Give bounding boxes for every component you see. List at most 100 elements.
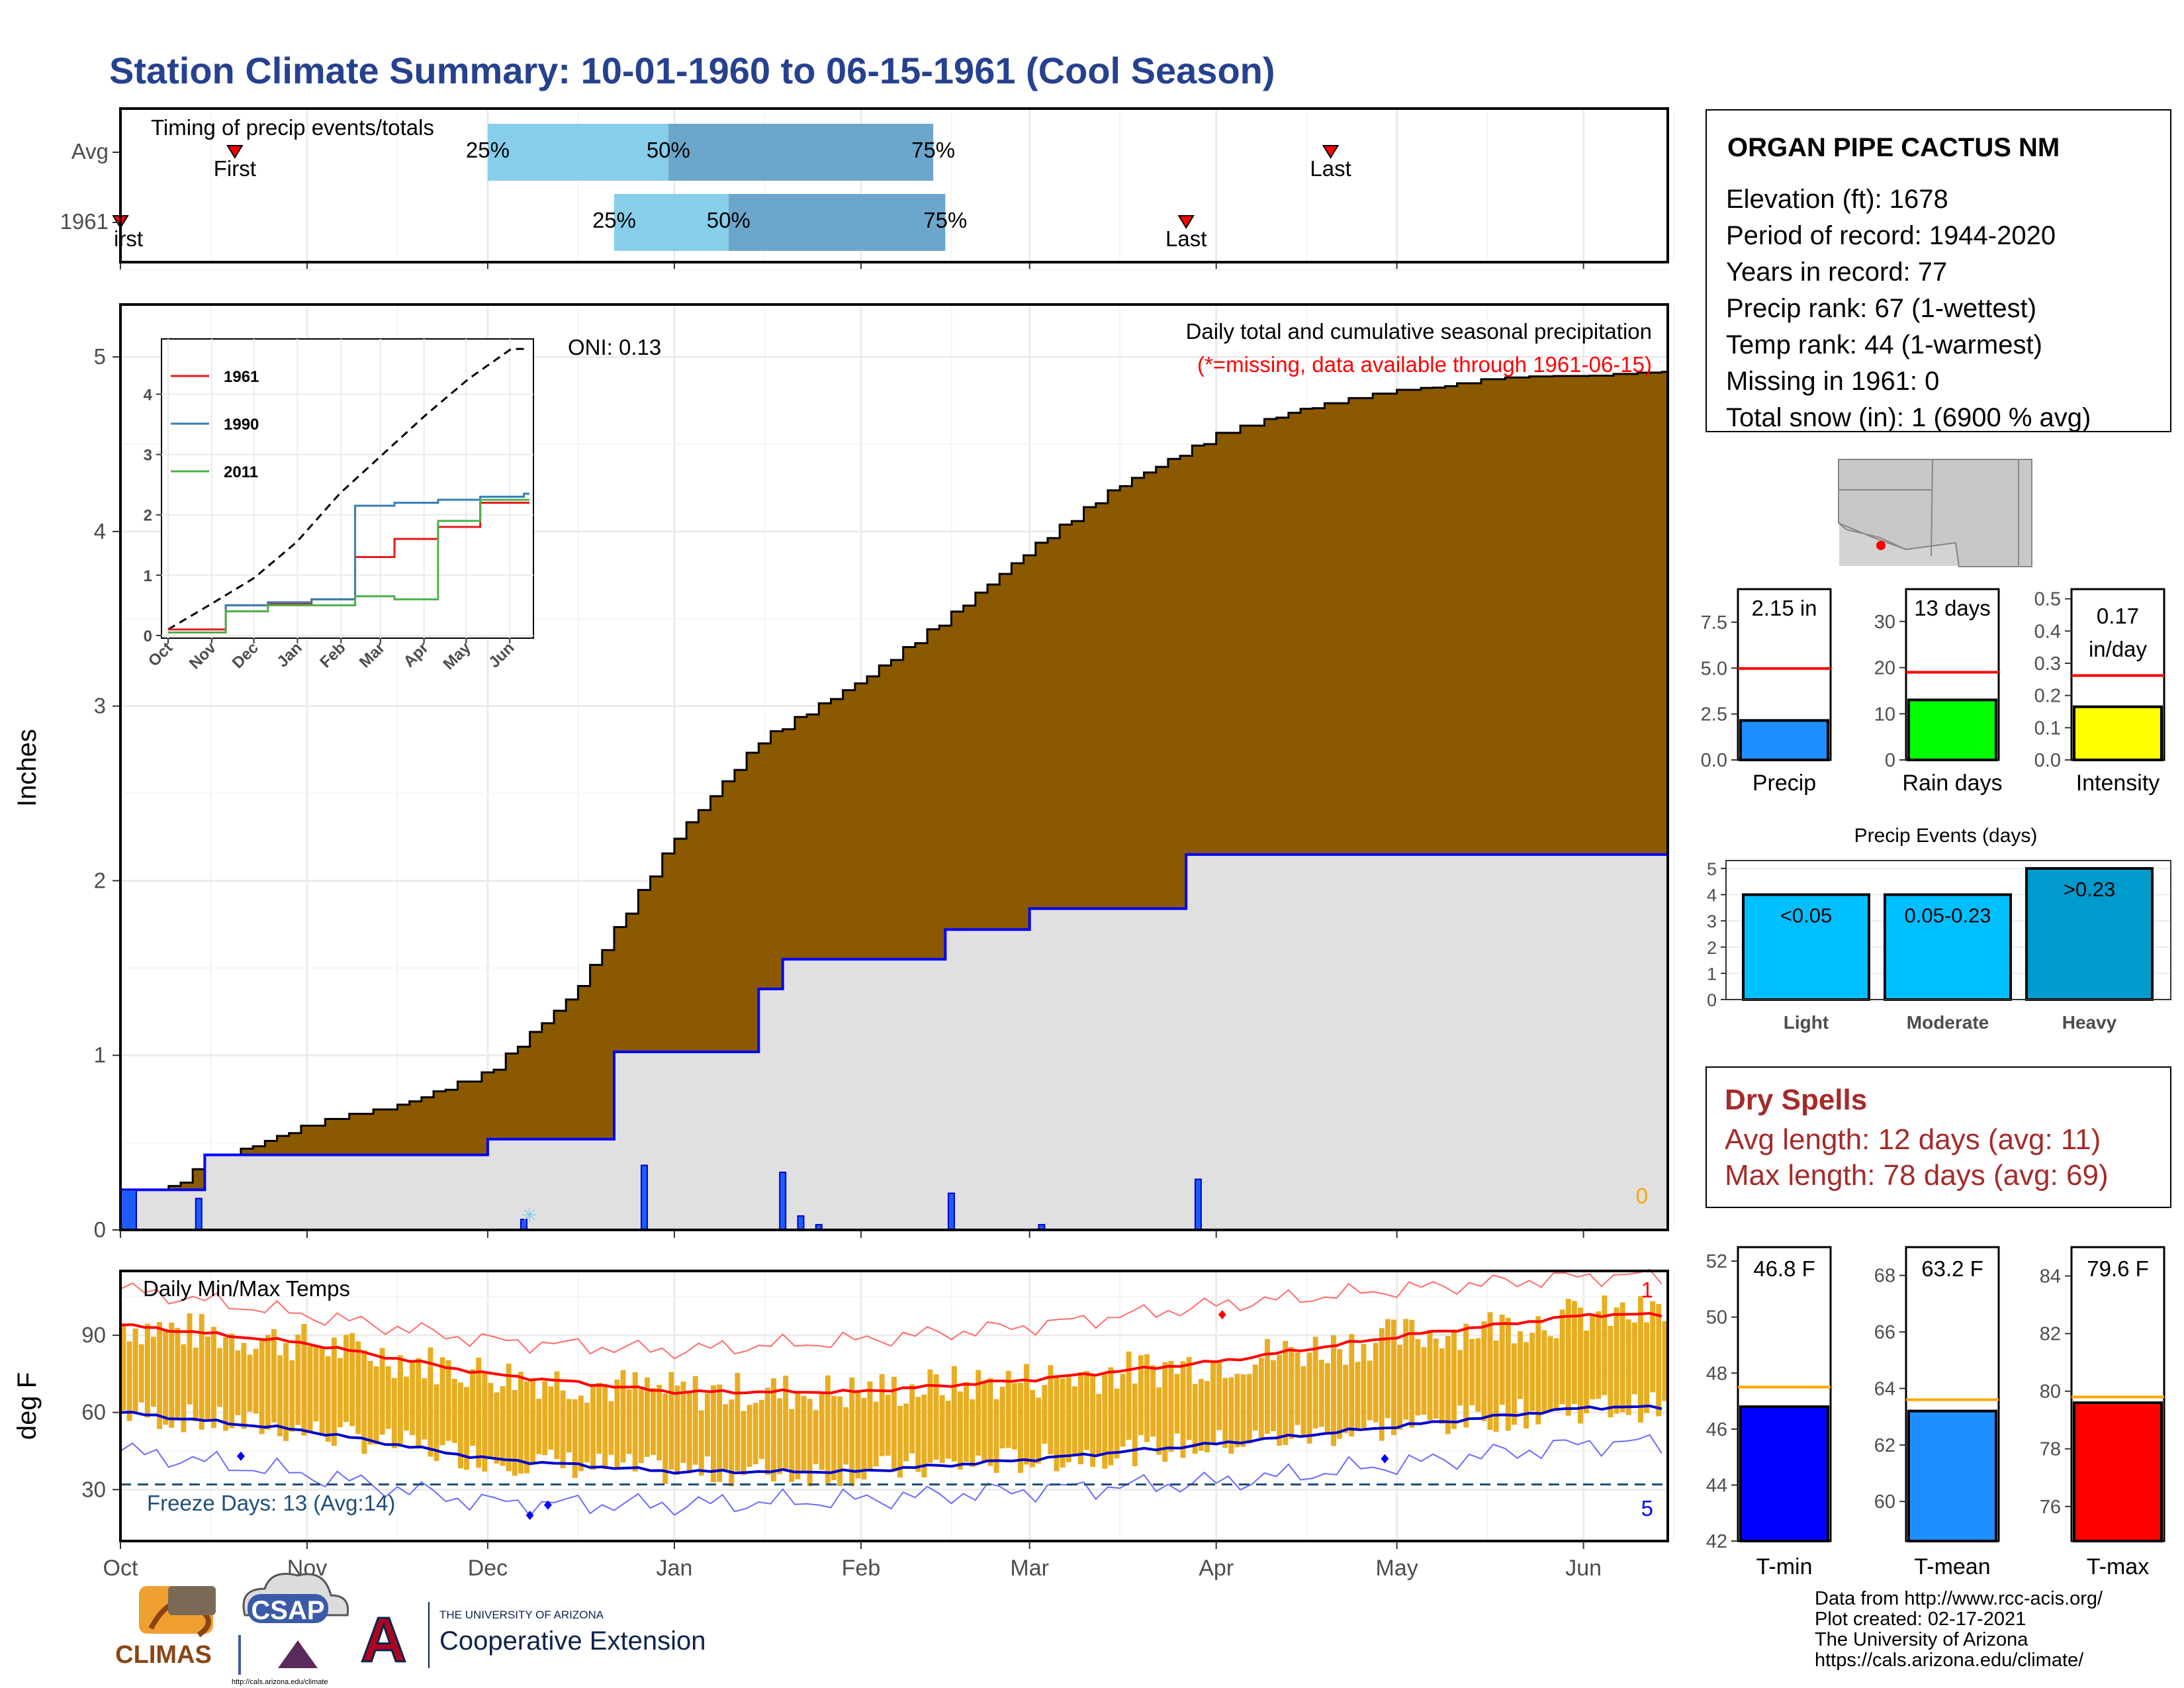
month-xtick-label: Apr bbox=[1199, 1556, 1234, 1581]
temp-bar bbox=[1036, 1397, 1042, 1464]
temp-bar bbox=[518, 1372, 523, 1474]
month-xtick-label: Jan bbox=[657, 1556, 693, 1581]
temp-bar bbox=[1487, 1312, 1493, 1430]
inset-series-line bbox=[168, 498, 529, 633]
first-label: First bbox=[214, 156, 256, 181]
temp-bar bbox=[747, 1405, 752, 1467]
temp-bar bbox=[590, 1386, 596, 1470]
month-xtick-label: Oct bbox=[103, 1556, 138, 1581]
mini-bar-tick-label: 0.5 bbox=[2034, 589, 2061, 610]
events-category-label: Heavy bbox=[2062, 1012, 2117, 1033]
temp-bar bbox=[210, 1327, 216, 1429]
temp-bar bbox=[1343, 1364, 1349, 1433]
q75-label: 75% bbox=[923, 208, 967, 232]
temp-bar bbox=[199, 1313, 205, 1430]
temp-bar bbox=[837, 1396, 842, 1486]
temp-bar bbox=[711, 1385, 716, 1483]
temp-bar bbox=[873, 1401, 879, 1467]
mini-bar-tick-label: 2.5 bbox=[1701, 704, 1727, 726]
footer-line: The University of Arizona bbox=[1815, 1629, 2028, 1650]
temp-bar bbox=[283, 1342, 289, 1441]
quartile-bar-lower bbox=[614, 194, 729, 251]
temp-summary-tick-label: 48 bbox=[1706, 1363, 1727, 1384]
temp-bar bbox=[259, 1339, 265, 1434]
temp-bar bbox=[1331, 1335, 1336, 1446]
temp-bar bbox=[241, 1342, 247, 1429]
temp-bar bbox=[885, 1394, 891, 1456]
precip-subtitle: Daily total and cumulative seasonal prec… bbox=[1186, 319, 1652, 344]
temp-bar bbox=[692, 1376, 698, 1465]
temp-bar bbox=[651, 1387, 656, 1456]
temp-bar bbox=[1114, 1388, 1120, 1459]
temp-bar bbox=[1240, 1374, 1246, 1447]
temp-bar bbox=[524, 1381, 529, 1474]
station-info-box: ORGAN PIPE CACTUS NM Elevation (ft): 167… bbox=[1706, 109, 2171, 432]
temp-title: Daily Min/Max Temps bbox=[143, 1276, 350, 1301]
temp-bar bbox=[1005, 1370, 1011, 1448]
snow-marker: ✳ bbox=[521, 1205, 537, 1227]
temp-bar bbox=[126, 1341, 132, 1421]
temp-bar bbox=[662, 1393, 668, 1484]
temp-bar bbox=[319, 1347, 325, 1435]
temp-bar bbox=[1625, 1319, 1631, 1415]
temp-bar bbox=[229, 1333, 235, 1429]
oni-label: ONI: 0.13 bbox=[568, 335, 661, 359]
mini-bar-xlabel: Precip bbox=[1752, 771, 1816, 796]
temp-summary-xlabel: T-max bbox=[2087, 1554, 2149, 1579]
temp-bar bbox=[1608, 1325, 1614, 1418]
temp-bar bbox=[512, 1389, 518, 1476]
temp-bar bbox=[150, 1336, 156, 1407]
temp-bar bbox=[235, 1350, 241, 1415]
temp-bar bbox=[1650, 1301, 1656, 1393]
temp-bar bbox=[704, 1393, 710, 1457]
temp-bar bbox=[247, 1354, 253, 1412]
precip-ytick-label: 4 bbox=[94, 519, 106, 543]
temp-bar bbox=[391, 1378, 397, 1448]
temp-bar bbox=[867, 1381, 873, 1472]
station-info-line: Elevation (ft): 1678 bbox=[1726, 185, 1948, 214]
temp-bar bbox=[1060, 1378, 1066, 1468]
temp-bar bbox=[981, 1382, 987, 1462]
temp-bar bbox=[355, 1341, 361, 1434]
temp-bar bbox=[1481, 1321, 1487, 1421]
precip-ytick-label: 5 bbox=[94, 344, 106, 369]
month-xtick-label: Jun bbox=[1565, 1556, 1602, 1581]
mini-bar-tick-label: 20 bbox=[1874, 658, 1895, 679]
temp-bar bbox=[1409, 1319, 1415, 1428]
temp-bar bbox=[1361, 1344, 1367, 1429]
temp-bar bbox=[1162, 1362, 1168, 1462]
temp-bar bbox=[379, 1348, 385, 1435]
temp-summary-tick-label: 80 bbox=[2040, 1382, 2061, 1403]
temp-summary-tick-label: 82 bbox=[2040, 1324, 2061, 1345]
last-label: Last bbox=[1310, 156, 1351, 181]
temp-bar bbox=[397, 1355, 403, 1447]
temp-bar bbox=[1017, 1383, 1023, 1474]
temp-bar bbox=[1596, 1311, 1602, 1399]
temp-bar bbox=[891, 1376, 897, 1472]
temp-bar bbox=[1090, 1374, 1096, 1468]
inset-ytick-label: 3 bbox=[144, 447, 152, 465]
temp-bar bbox=[1312, 1336, 1318, 1429]
temp-bar bbox=[175, 1327, 181, 1419]
temp-summary-tick-label: 76 bbox=[2040, 1497, 2061, 1518]
events-category-label: Moderate bbox=[1907, 1012, 1989, 1033]
temp-ytick-label: 30 bbox=[81, 1477, 106, 1501]
temp-bar bbox=[1318, 1360, 1324, 1427]
precip-ytick-label: 2 bbox=[94, 868, 106, 892]
temp-bar bbox=[1071, 1386, 1077, 1456]
mini-bar-tick-label: 7.5 bbox=[1701, 612, 1727, 633]
mini-bar-tick-label: 0 bbox=[1885, 750, 1895, 771]
temp-bar bbox=[632, 1372, 638, 1472]
location-map bbox=[1838, 459, 2032, 567]
temp-bar bbox=[138, 1344, 144, 1403]
temp-bar bbox=[1295, 1352, 1300, 1425]
temp-bar bbox=[584, 1402, 590, 1463]
inset-ytick-label: 4 bbox=[144, 386, 153, 404]
temp-bar bbox=[307, 1346, 313, 1431]
month-xtick-label: May bbox=[1376, 1556, 1418, 1581]
avg-max-line bbox=[120, 1312, 1662, 1395]
events-bar-label: <0.05 bbox=[1780, 904, 1832, 927]
station-info-line: Temp rank: 44 (1-warmest) bbox=[1726, 330, 2042, 359]
temp-bar bbox=[169, 1323, 175, 1428]
daily-precip-bar bbox=[797, 1215, 805, 1231]
